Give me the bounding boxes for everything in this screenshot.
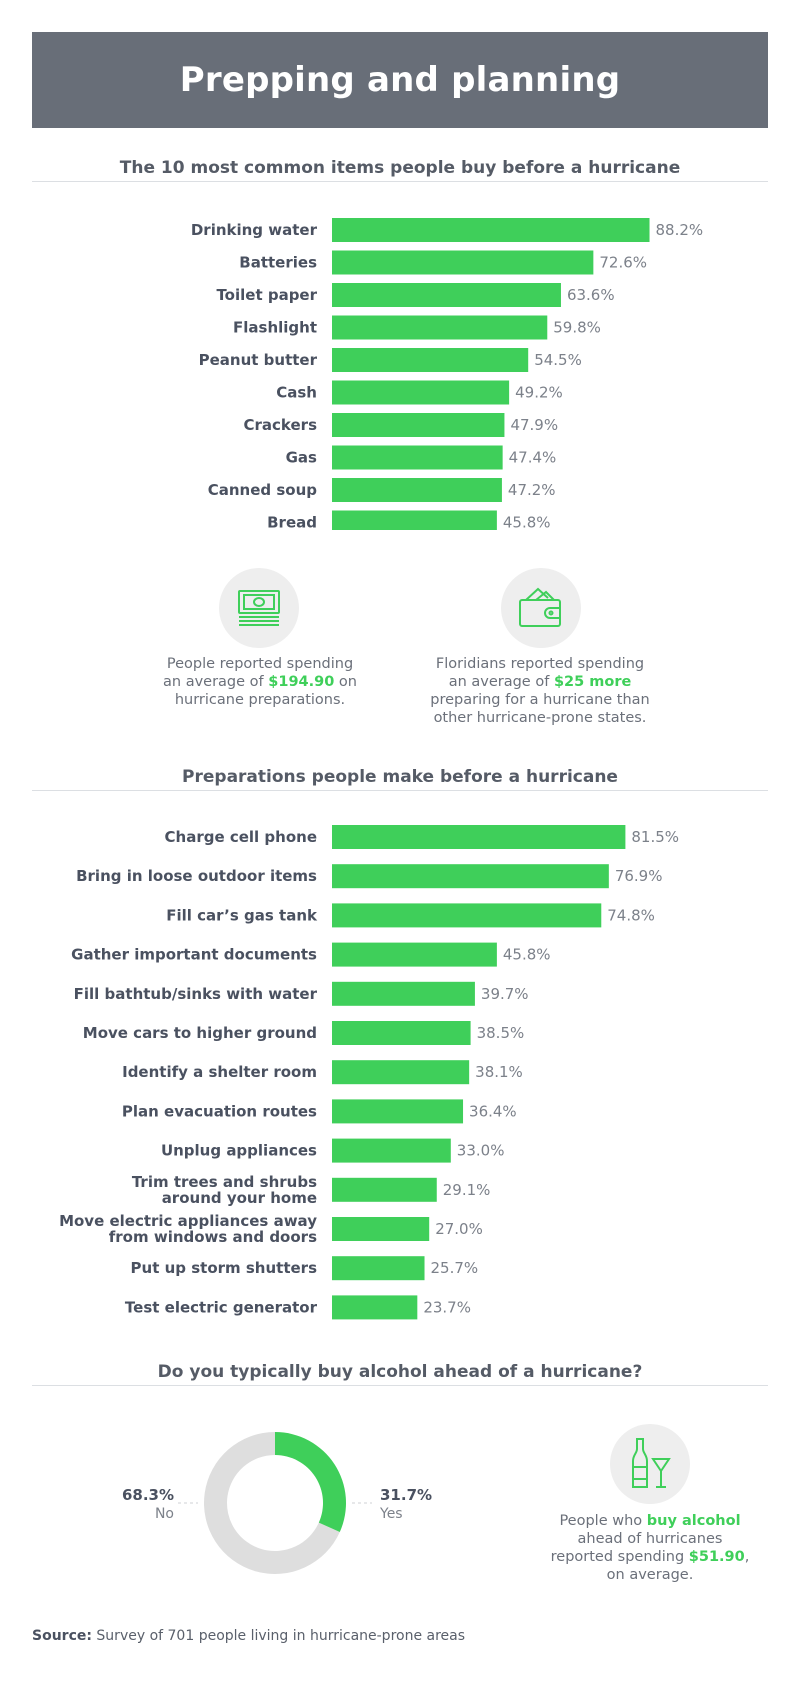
bar-value-label: 59.8% bbox=[553, 319, 601, 337]
bar-value-label: 25.7% bbox=[431, 1259, 479, 1277]
bar-value-label: 81.5% bbox=[631, 828, 679, 846]
divider bbox=[32, 790, 768, 791]
bar-value-label: 74.8% bbox=[607, 906, 655, 924]
bar-value-label: 29.1% bbox=[443, 1181, 491, 1199]
category-label: Trim trees and shrubs around your home bbox=[132, 1173, 317, 1207]
alcohol-icon-badge bbox=[610, 1424, 690, 1504]
bar-value-label: 47.9% bbox=[510, 416, 558, 434]
bar bbox=[332, 218, 650, 242]
chart-2-title: Preparations people make before a hurric… bbox=[182, 767, 618, 787]
bar-value-label: 76.9% bbox=[615, 867, 663, 885]
spending-stat: People reported spending an average of $… bbox=[163, 656, 357, 708]
bar bbox=[332, 1138, 451, 1163]
bar-value-label: 72.6% bbox=[599, 254, 647, 272]
money-icon-badge bbox=[219, 568, 299, 648]
no-value-label: 68.3% bbox=[122, 1486, 174, 1504]
bar bbox=[332, 864, 609, 889]
bar bbox=[332, 942, 497, 967]
bar bbox=[332, 380, 510, 405]
category-label: Fill car’s gas tank bbox=[166, 906, 318, 924]
category-label: Gas bbox=[286, 449, 317, 467]
bar-value-label: 38.5% bbox=[477, 1024, 525, 1042]
preparations-bar-chart: Charge cell phone 81.5% Bring in loose out… bbox=[59, 825, 679, 1320]
bar bbox=[332, 825, 626, 849]
alcohol-stat: People who buy alcohol ahead of hurrican… bbox=[550, 1513, 750, 1583]
bar-value-label: 27.0% bbox=[435, 1220, 483, 1238]
no-category-label: No bbox=[155, 1506, 174, 1522]
category-label: Cash bbox=[276, 384, 317, 402]
bar bbox=[332, 250, 594, 275]
yes-category-label: Yes bbox=[379, 1506, 403, 1522]
category-label: Batteries bbox=[239, 254, 317, 272]
bar bbox=[332, 413, 505, 437]
category-label: Charge cell phone bbox=[165, 828, 317, 846]
bar-value-label: 47.2% bbox=[508, 481, 556, 499]
bar-value-label: 45.8% bbox=[503, 946, 551, 964]
items-bar-chart: Drinking water 88.2% Batteries 72.6% Toilet … bbox=[191, 218, 704, 531]
category-label: Bring in loose outdoor items bbox=[76, 867, 317, 885]
divider bbox=[32, 1385, 768, 1386]
category-label: Plan evacuation routes bbox=[122, 1102, 317, 1120]
category-label: Canned soup bbox=[208, 481, 318, 499]
bar bbox=[332, 1177, 437, 1202]
bar bbox=[332, 1217, 430, 1241]
bar-value-label: 63.6% bbox=[567, 286, 615, 304]
bar-value-label: 49.2% bbox=[515, 384, 563, 402]
donut-slice-yes bbox=[275, 1432, 346, 1533]
category-label: Flashlight bbox=[233, 319, 317, 337]
donut-slice-no bbox=[204, 1432, 340, 1574]
bar bbox=[332, 1021, 471, 1045]
category-label: Test electric generator bbox=[125, 1298, 318, 1316]
category-label: Put up storm shutters bbox=[131, 1259, 318, 1277]
source-note: Source: Survey of 701 people living in h… bbox=[32, 1628, 466, 1644]
page-title: Prepping and planning bbox=[179, 60, 621, 100]
category-label: Peanut butter bbox=[199, 351, 318, 369]
bar bbox=[332, 1295, 418, 1320]
yes-value-label: 31.7% bbox=[380, 1486, 432, 1504]
divider bbox=[32, 181, 768, 182]
category-label: Move cars to higher ground bbox=[83, 1024, 317, 1042]
bar-value-label: 36.4% bbox=[469, 1102, 517, 1120]
category-label: Gather important documents bbox=[71, 946, 317, 964]
category-label: Fill bathtub/sinks with water bbox=[74, 985, 318, 1003]
bar-value-label: 33.0% bbox=[457, 1142, 505, 1160]
bar-value-label: 54.5% bbox=[534, 351, 582, 369]
bar-value-label: 23.7% bbox=[423, 1298, 471, 1316]
category-label: Bread bbox=[267, 514, 317, 531]
category-label: Unplug appliances bbox=[161, 1142, 317, 1160]
florida-stat: Floridians reported spending an average … bbox=[430, 656, 650, 726]
bar-value-label: 39.7% bbox=[481, 985, 529, 1003]
bar bbox=[332, 1256, 425, 1281]
title-banner: Prepping and planning bbox=[32, 32, 768, 128]
chart-1-title: The 10 most common items people buy befo… bbox=[119, 158, 681, 178]
category-label: Drinking water bbox=[191, 221, 318, 239]
bar bbox=[332, 510, 497, 530]
bar bbox=[332, 1099, 464, 1124]
bar-value-label: 47.4% bbox=[509, 449, 557, 467]
bar bbox=[332, 445, 503, 470]
bar bbox=[332, 1060, 470, 1085]
bar bbox=[332, 283, 561, 307]
bar bbox=[332, 315, 548, 340]
category-label: Identify a shelter room bbox=[122, 1063, 317, 1081]
category-label: Toilet paper bbox=[216, 286, 317, 304]
wallet-icon-badge bbox=[501, 568, 581, 648]
chart-3-title: Do you typically buy alcohol ahead of a … bbox=[157, 1362, 643, 1382]
bar bbox=[332, 903, 602, 928]
bar bbox=[332, 981, 475, 1006]
bar bbox=[332, 478, 502, 502]
category-label: Move electric appliances away from window… bbox=[59, 1212, 317, 1246]
category-label: Crackers bbox=[244, 416, 318, 434]
wine-bottle-glass-icon bbox=[632, 1438, 671, 1488]
wallet-icon bbox=[519, 587, 561, 627]
money-stack-icon bbox=[238, 590, 280, 626]
bar-value-label: 88.2% bbox=[656, 221, 704, 239]
bar-value-label: 45.8% bbox=[503, 514, 551, 531]
bar bbox=[332, 348, 529, 372]
bar-value-label: 38.1% bbox=[475, 1063, 523, 1081]
alcohol-donut-chart: 31.7% Yes 68.3% No bbox=[122, 1432, 432, 1574]
